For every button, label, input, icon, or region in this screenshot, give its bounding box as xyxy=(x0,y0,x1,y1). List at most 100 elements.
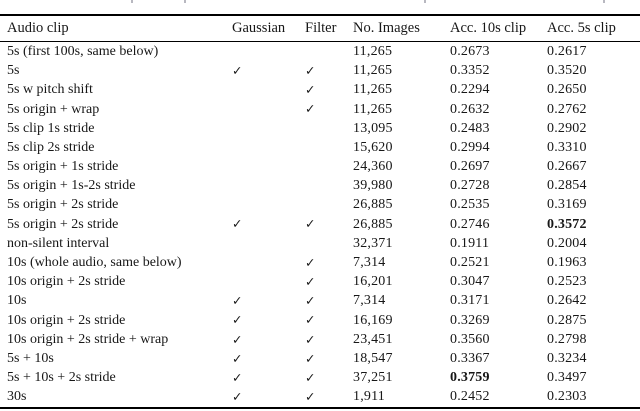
acc-10s-value: 0.2632 xyxy=(450,101,490,117)
acc-10s-value: 0.1911 xyxy=(450,235,490,251)
num-images-value: 11,265 xyxy=(353,101,393,117)
table-row: 5s origin + 1s-2s stride 39,980 0.2728 0.28… xyxy=(0,177,640,196)
filter-check-icon: ✓ xyxy=(305,314,316,327)
row-label: 10s origin + 2s stride + wrap xyxy=(7,331,169,347)
row-label: 5s clip 1s stride xyxy=(7,120,95,136)
acc-10s-value: 0.2521 xyxy=(450,255,490,271)
table-row: 5s + 10s ✓ ✓ 18,547 0.3367 0.3234 xyxy=(0,349,640,368)
row-label: 10s xyxy=(7,293,27,309)
acc-5s-value: 0.3497 xyxy=(547,370,587,386)
acc-5s-value: 0.3310 xyxy=(547,139,587,155)
filter-check-icon: ✓ xyxy=(305,64,316,78)
acc-5s-value: 0.2854 xyxy=(547,178,587,194)
results-table: Audio clip Gaussian Filter No. Images Ac… xyxy=(0,14,640,409)
gaussian-check-icon: ✓ xyxy=(232,333,243,347)
acc-10s-value: 0.3560 xyxy=(450,331,490,347)
row-label: 10s origin + 2s stride xyxy=(7,274,126,290)
gaussian-check-icon: ✓ xyxy=(232,371,243,385)
acc-10s-value: 0.2746 xyxy=(450,216,490,232)
num-images-value: 18,547 xyxy=(353,350,393,366)
acc-5s-value: 0.2650 xyxy=(547,82,587,98)
row-label: 10s origin + 2s stride xyxy=(7,312,126,328)
acc-5s-value: 0.3234 xyxy=(547,350,587,366)
acc-10s-value: 0.2535 xyxy=(450,197,490,213)
row-label: 5s w pitch shift xyxy=(7,82,93,98)
table-bottom-rule xyxy=(0,406,640,409)
num-images-value: 26,885 xyxy=(353,216,393,232)
num-images-value: 7,314 xyxy=(353,255,386,271)
num-images-value: 16,169 xyxy=(353,312,393,328)
row-label: 5s origin + 2s stride xyxy=(7,216,119,232)
acc-5s-value: 0.2523 xyxy=(547,274,587,290)
acc-5s-value: 0.2798 xyxy=(547,331,587,347)
acc-5s-value: 0.3169 xyxy=(547,197,587,213)
filter-check-icon: ✓ xyxy=(305,352,316,366)
cropped-caption-fragment xyxy=(424,0,426,3)
filter-check-icon: ✓ xyxy=(305,275,316,289)
table-row: 10s origin + 2s stride ✓ 16,201 0.3047 0.252… xyxy=(0,273,640,292)
gaussian-check-icon: ✓ xyxy=(232,391,243,404)
num-images-value: 7,314 xyxy=(353,293,386,309)
acc-5s-value: 0.2617 xyxy=(547,43,587,59)
table-row: 5s origin + 1s stride 24,360 0.2697 0.2667 xyxy=(0,158,640,177)
filter-check-icon: ✓ xyxy=(305,256,316,270)
filter-check-icon: ✓ xyxy=(305,391,316,404)
gaussian-check-icon: ✓ xyxy=(232,352,243,366)
filter-check-icon: ✓ xyxy=(305,218,316,231)
num-images-value: 24,360 xyxy=(353,159,393,175)
table-body: 5s (first 100s, same below) 11,265 0.2673 0… xyxy=(0,42,640,407)
table-header-row: Audio clip Gaussian Filter No. Images Ac… xyxy=(0,16,640,41)
acc-10s-value: 0.2697 xyxy=(450,159,490,175)
row-label: non-silent interval xyxy=(7,235,110,251)
table-row: 10s ✓ ✓ 7,314 0.3171 0.2642 xyxy=(0,292,640,311)
column-header-filter: Filter xyxy=(305,20,337,36)
acc-10s-value: 0.2483 xyxy=(450,120,490,136)
acc-10s-value: 0.3269 xyxy=(450,312,490,328)
num-images-value: 23,451 xyxy=(353,331,393,347)
acc-10s-value: 0.2673 xyxy=(450,43,490,59)
acc-5s-value: 0.2303 xyxy=(547,389,587,405)
filter-check-icon: ✓ xyxy=(305,103,316,116)
num-images-value: 11,265 xyxy=(353,43,393,59)
table-row: 5s origin + 2s stride 26,885 0.2535 0.3169 xyxy=(0,196,640,215)
acc-5s-value: 0.3520 xyxy=(547,63,587,79)
cropped-caption-fragment xyxy=(603,0,605,3)
num-images-value: 11,265 xyxy=(353,82,393,98)
table-row: 5s w pitch shift ✓ 11,265 0.2294 0.2650 xyxy=(0,81,640,100)
table-row: 5s origin + 2s stride ✓ ✓ 26,885 0.2746 0.357… xyxy=(0,215,640,234)
table-row: 5s (first 100s, same below) 11,265 0.2673 0… xyxy=(0,42,640,61)
num-images-value: 37,251 xyxy=(353,370,393,386)
gaussian-check-icon: ✓ xyxy=(232,295,243,308)
row-label: 5s + 10s + 2s stride xyxy=(7,370,116,386)
num-images-value: 11,265 xyxy=(353,63,393,79)
filter-check-icon: ✓ xyxy=(305,333,316,347)
table-row: 5s origin + wrap ✓ 11,265 0.2632 0.2762 xyxy=(0,100,640,119)
row-label: 5s origin + 1s-2s stride xyxy=(7,178,136,194)
table-row: 5s ✓ ✓ 11,265 0.3352 0.3520 xyxy=(0,62,640,81)
gaussian-check-icon: ✓ xyxy=(232,314,243,327)
table-row: 10s origin + 2s stride ✓ ✓ 16,169 0.3269 0.28… xyxy=(0,311,640,330)
num-images-value: 39,980 xyxy=(353,178,393,194)
row-label: 5s (first 100s, same below) xyxy=(7,43,159,59)
acc-10s-value: 0.3367 xyxy=(450,350,490,366)
num-images-value: 26,885 xyxy=(353,197,393,213)
acc-5s-value: 0.2762 xyxy=(547,101,587,117)
row-label: 5s + 10s xyxy=(7,350,54,366)
column-header-acc-10s-clip: Acc. 10s clip xyxy=(450,20,527,36)
table-top-rule xyxy=(0,14,640,16)
acc-10s-value: 0.3047 xyxy=(450,274,490,290)
acc-10s-value: 0.3352 xyxy=(450,63,490,79)
acc-5s-value: 0.2667 xyxy=(547,159,587,175)
column-header-audio-clip: Audio clip xyxy=(7,20,69,36)
table-row: 30s ✓ ✓ 1,911 0.2452 0.2303 xyxy=(0,388,640,407)
acc-10s-value: 0.3759 xyxy=(450,370,490,386)
gaussian-check-icon: ✓ xyxy=(232,64,243,78)
table-row: non-silent interval 32,371 0.1911 0.2004 xyxy=(0,234,640,253)
num-images-value: 16,201 xyxy=(353,274,393,290)
row-label: 10s (whole audio, same below) xyxy=(7,255,182,271)
acc-5s-value: 0.2004 xyxy=(547,235,587,251)
acc-5s-value: 0.2642 xyxy=(547,293,587,309)
cropped-caption-fragment xyxy=(131,0,133,3)
column-header-no-images: No. Images xyxy=(353,20,420,36)
